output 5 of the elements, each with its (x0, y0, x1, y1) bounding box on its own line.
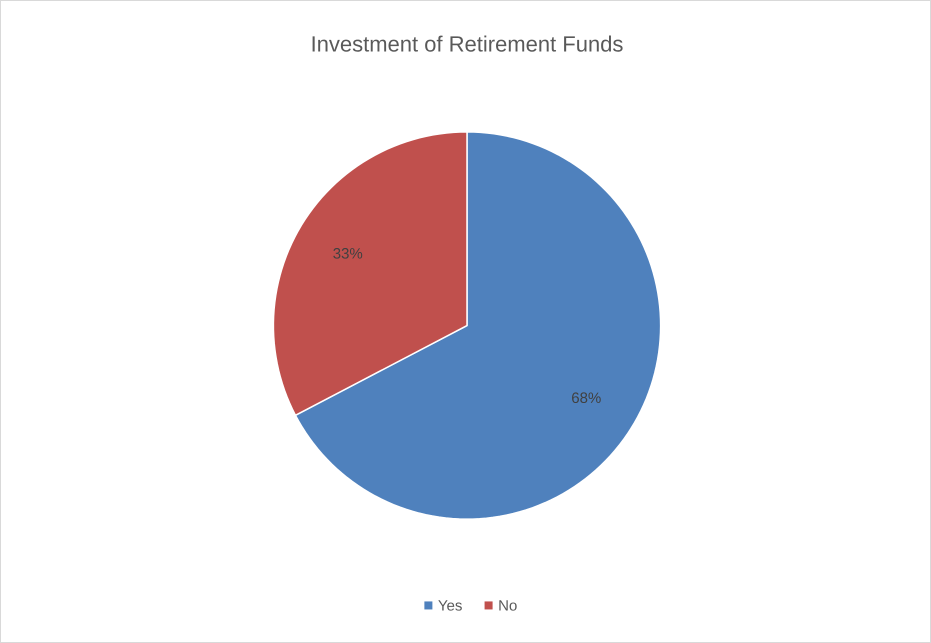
data-label: 33% (333, 248, 362, 259)
legend-label: Yes (438, 600, 462, 611)
data-label: 68% (572, 392, 601, 403)
legend-label: No (499, 600, 517, 611)
chart-title: Investment of Retirement Funds (312, 36, 623, 52)
